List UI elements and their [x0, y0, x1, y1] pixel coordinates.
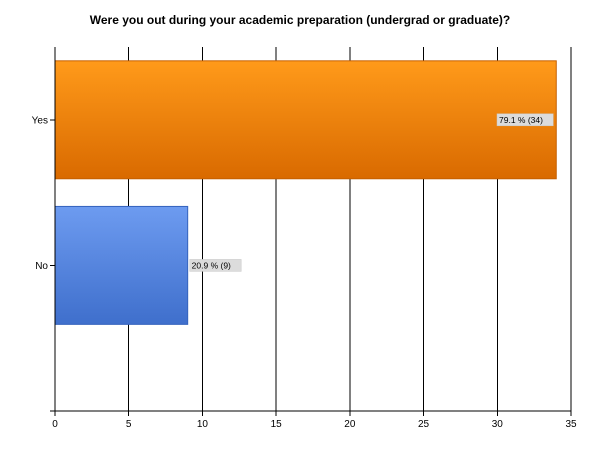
- x-tick-label: 10: [197, 419, 209, 430]
- data-label-box: [189, 259, 242, 272]
- bar-no: [54, 205, 189, 325]
- x-tick-label: 5: [126, 419, 132, 430]
- chart-title: Were you out during your academic prepar…: [89, 13, 511, 27]
- bars: [54, 60, 557, 325]
- axes: 0 5 10 15 20 25 30 35 Yes No: [32, 47, 577, 430]
- x-tick-label: 35: [565, 419, 577, 430]
- data-label: 79.1 % (34): [496, 113, 554, 127]
- x-tick-label: 15: [271, 419, 283, 430]
- x-tick-label: 30: [492, 419, 504, 430]
- data-labels: 79.1 % (34) 20.9 % (9): [189, 113, 554, 272]
- bar-yes: [54, 60, 557, 180]
- x-tick-label: 20: [344, 419, 356, 430]
- y-tick-label: Yes: [32, 115, 48, 126]
- data-label-box: [496, 113, 554, 127]
- y-tick-label: No: [35, 261, 48, 272]
- data-label-text: 79.1 % (34): [499, 115, 543, 125]
- x-tick-label: 25: [418, 419, 430, 430]
- data-label-text: 20.9 % (9): [192, 260, 231, 270]
- x-tick-label: 0: [52, 419, 58, 430]
- data-label: 20.9 % (9): [189, 259, 242, 272]
